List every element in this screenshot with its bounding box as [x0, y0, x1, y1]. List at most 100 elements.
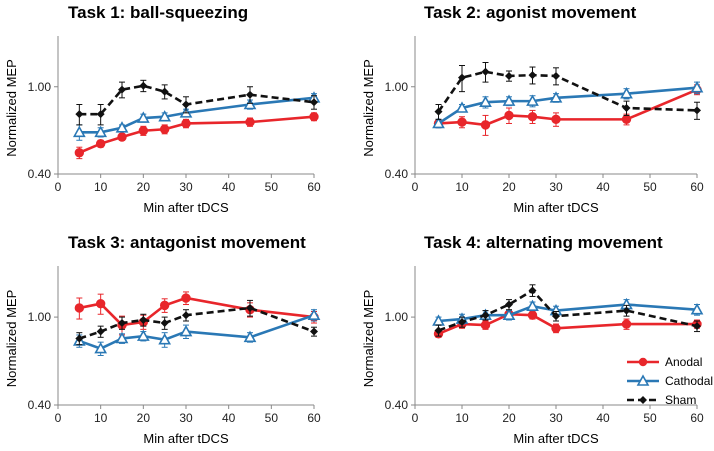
panel-title: Task 1: ball-squeezing: [68, 3, 248, 22]
sham-point: [693, 106, 701, 115]
sham-point: [160, 319, 169, 328]
anodal-point: [245, 117, 255, 127]
sham-series-line: [79, 84, 315, 116]
anodal-series-line: [78, 115, 315, 154]
anodal-point: [181, 293, 191, 303]
cathodal-point: [432, 116, 445, 129]
sham-point: [182, 100, 190, 109]
sham-point: [458, 318, 466, 327]
x-tick-label: 60: [307, 180, 321, 194]
sham-point: [434, 107, 443, 116]
x-tick-label: 20: [137, 411, 151, 425]
anodal-point: [74, 148, 85, 158]
sham-point: [693, 322, 701, 331]
anodal-point: [457, 117, 467, 127]
x-tick-label: 20: [137, 180, 151, 194]
cathodal-point: [455, 101, 469, 113]
sham-point: [118, 319, 126, 328]
anodal-series-line: [438, 88, 698, 127]
sham-point: [622, 306, 631, 315]
sham-point: [160, 87, 169, 96]
y-tick-label: 1.00: [385, 80, 409, 94]
cathodal-point: [526, 299, 539, 312]
x-tick-label: 50: [643, 411, 657, 425]
y-axis-label: Normalized MEP: [361, 290, 376, 388]
y-tick-label: 0.40: [28, 167, 52, 181]
cathodal-point: [136, 329, 150, 341]
cathodal-series-line: [438, 303, 698, 323]
legend-cathodal-marker: [636, 374, 650, 386]
sham-point: [622, 104, 631, 112]
y-tick-label: 1.00: [28, 80, 52, 94]
x-tick-label: 60: [690, 411, 704, 425]
anodal-point: [504, 110, 514, 121]
anodal-point: [621, 319, 632, 329]
x-tick-label: 10: [94, 411, 108, 425]
x-tick-label: 30: [179, 411, 193, 425]
anodal-point: [480, 120, 491, 130]
sham-point: [75, 110, 84, 119]
cathodal-point: [94, 341, 108, 354]
cathodal-point: [526, 94, 539, 106]
sham-point: [139, 316, 148, 325]
x-tick-label: 40: [222, 180, 236, 194]
sham-point: [75, 334, 84, 343]
cathodal-point: [243, 97, 257, 110]
anodal-point: [551, 323, 561, 333]
sham-point: [552, 312, 560, 321]
anodal-point: [138, 126, 149, 136]
panel-title: Task 4: alternating movement: [424, 233, 663, 252]
cathodal-series-line: [437, 86, 698, 125]
x-tick-label: 0: [412, 411, 419, 425]
x-tick-label: 40: [222, 411, 236, 425]
y-tick-label: 1.00: [385, 310, 409, 324]
anodal-point: [74, 303, 85, 313]
cathodal-point: [620, 87, 633, 99]
anodal-point: [527, 310, 538, 320]
anodal-point: [480, 320, 491, 330]
cathodal-point: [479, 95, 492, 108]
cathodal-point: [243, 330, 257, 343]
y-tick-label: 1.00: [28, 310, 52, 324]
anodal-point: [159, 300, 170, 311]
panel-title: Task 3: antagonist movement: [68, 233, 306, 252]
cathodal-point: [502, 308, 516, 320]
x-axis-label: Min after tDCS: [513, 431, 599, 446]
x-tick-label: 50: [265, 411, 279, 425]
x-axis-label: Min after tDCS: [513, 200, 599, 215]
x-tick-label: 10: [94, 180, 108, 194]
x-tick-label: 60: [307, 411, 321, 425]
y-axis-label: Normalized MEP: [4, 290, 19, 388]
cathodal-series-line: [79, 96, 315, 134]
sham-point: [246, 303, 254, 312]
anodal-point: [309, 112, 319, 122]
cathodal-series-line: [78, 313, 315, 351]
x-tick-label: 30: [549, 411, 563, 425]
sham-series-line: [438, 288, 698, 332]
cathodal-point: [690, 303, 704, 315]
sham-point: [96, 327, 105, 336]
x-axis-label: Min after tDCS: [143, 200, 229, 215]
anodal-point: [159, 124, 170, 134]
cathodal-point: [72, 125, 86, 138]
sham-point: [182, 311, 190, 320]
sham-point: [310, 98, 318, 107]
cathodal-point: [94, 125, 108, 138]
x-tick-label: 50: [265, 180, 279, 194]
legend-sham-marker: [639, 396, 647, 404]
y-tick-label: 0.40: [385, 167, 409, 181]
sham-point: [481, 67, 490, 76]
x-tick-label: 20: [502, 411, 516, 425]
x-tick-label: 60: [690, 180, 704, 194]
legend-anodal-marker: [638, 357, 648, 367]
sham-point: [118, 85, 126, 94]
cathodal-point: [690, 81, 704, 93]
sham-point: [505, 71, 513, 80]
cathodal-point: [549, 91, 563, 103]
cathodal-point: [115, 121, 129, 133]
sham-series-line: [437, 70, 698, 113]
anodal-point: [181, 118, 191, 129]
sham-point: [139, 81, 148, 90]
x-tick-label: 0: [412, 180, 419, 194]
